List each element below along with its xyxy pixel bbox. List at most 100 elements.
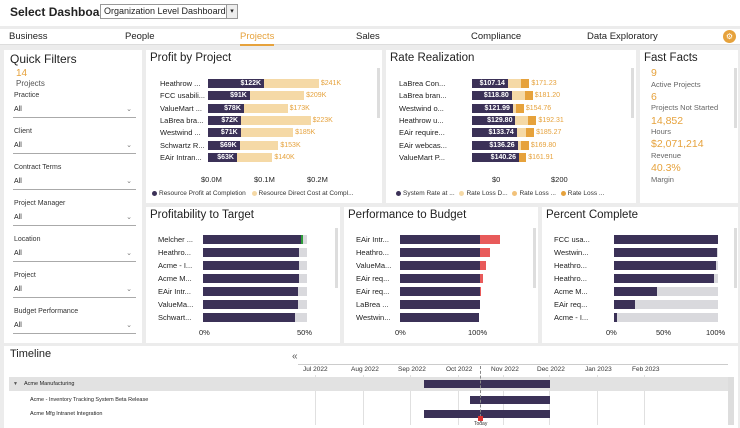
fastfacts-scrollbar[interactable]	[734, 68, 737, 128]
filter-select[interactable]: All ⌄	[13, 142, 136, 154]
cost-bar[interactable]	[208, 152, 273, 162]
legend-swatch	[396, 190, 401, 196]
tab-compliance[interactable]: Compliance	[471, 31, 522, 42]
rate-loss-bar[interactable]	[524, 91, 533, 101]
cost-bar[interactable]	[208, 115, 311, 125]
chevron-down-icon[interactable]: ⌄	[126, 178, 132, 185]
settings-icon[interactable]: ⚙	[723, 30, 736, 43]
tab-people[interactable]: People	[125, 31, 155, 42]
legend-item: Resource Direct Cost at Compl...	[258, 190, 354, 197]
budget-bar[interactable]	[400, 248, 480, 257]
overrun-bar[interactable]	[480, 261, 486, 270]
rate-loss-bar[interactable]	[526, 128, 535, 138]
complete-bar[interactable]	[614, 235, 718, 244]
expand-icon[interactable]: ▼	[13, 381, 18, 387]
rate-bar[interactable]: $129.80	[472, 115, 516, 125]
chevron-down-icon[interactable]: ⌄	[126, 250, 132, 257]
performance-scrollbar[interactable]	[533, 228, 536, 288]
filter-select[interactable]: All ⌄	[13, 322, 136, 334]
rate-bar[interactable]: $133.74	[472, 128, 517, 138]
cost-bar[interactable]	[208, 140, 279, 150]
profit-bar[interactable]	[203, 274, 299, 283]
profitability-scrollbar[interactable]	[335, 228, 338, 288]
filter-select[interactable]: All ⌄	[13, 250, 136, 262]
overrun-bar[interactable]	[480, 274, 484, 283]
chevron-down-icon[interactable]: ▾	[226, 5, 237, 18]
filter-select[interactable]: All ⌄	[13, 286, 136, 298]
complete-bar[interactable]	[614, 248, 717, 257]
rate-loss-bar[interactable]	[528, 115, 537, 125]
rate-bar[interactable]: $107.14	[472, 79, 508, 88]
tab-sales[interactable]: Sales	[356, 31, 380, 42]
rate-loss-bar[interactable]	[515, 103, 524, 113]
chevron-down-icon[interactable]: ⌄	[126, 322, 132, 329]
profit-bar[interactable]: $78K	[208, 103, 244, 113]
budget-bar[interactable]	[400, 287, 480, 296]
filter-select[interactable]: All ⌄	[13, 178, 136, 190]
axis-tick: 50%	[656, 328, 672, 337]
cost-bar[interactable]	[208, 128, 294, 138]
collapse-icon[interactable]: «	[292, 351, 298, 362]
profit-bar[interactable]	[203, 261, 299, 270]
rate-bar[interactable]: $140.26	[472, 152, 519, 162]
complete-bar[interactable]	[614, 274, 714, 283]
dashboard-select[interactable]: Organization Level Dashboards ▾	[100, 4, 238, 19]
profit-bar[interactable]	[203, 248, 299, 257]
profit-bar[interactable]: $91K	[208, 91, 250, 101]
profit-scrollbar[interactable]	[377, 68, 380, 118]
budget-bar[interactable]	[400, 235, 480, 244]
budget-bar[interactable]	[400, 261, 480, 270]
budget-bar[interactable]	[400, 274, 480, 283]
percent-scrollbar[interactable]	[734, 228, 737, 288]
tab-data-exploratory[interactable]: Data Exploratory	[587, 31, 658, 42]
profit-bar[interactable]: $71K	[208, 128, 241, 138]
timeline-bar[interactable]	[424, 380, 550, 388]
rate-bar[interactable]: $136.26	[472, 140, 518, 150]
rate-loss-bar[interactable]	[521, 79, 530, 88]
tab-projects[interactable]: Projects	[240, 31, 275, 46]
filter-label: Contract Terms	[14, 164, 62, 171]
overrun-bar[interactable]	[480, 287, 481, 296]
overrun-bar[interactable]	[480, 235, 500, 244]
profit-bar[interactable]: $72K	[208, 115, 242, 125]
chevron-down-icon[interactable]: ⌄	[126, 214, 132, 221]
chevron-down-icon[interactable]: ⌄	[126, 142, 132, 149]
chevron-down-icon[interactable]: ⌄	[126, 286, 132, 293]
complete-bar[interactable]	[614, 287, 657, 296]
rate-loss-bar[interactable]	[520, 140, 529, 150]
cost-bar[interactable]	[208, 91, 305, 101]
profit-bar[interactable]	[203, 235, 301, 244]
profit-bar[interactable]	[203, 287, 298, 296]
cost-bar[interactable]	[208, 103, 288, 113]
timeline-gridline	[315, 375, 316, 425]
chevron-down-icon[interactable]: ⌄	[126, 106, 132, 113]
rate-loss-bar[interactable]	[518, 152, 527, 162]
remaining-bar[interactable]	[614, 300, 718, 309]
rate-bar[interactable]: $118.80	[472, 91, 512, 101]
timeline-scrollbar[interactable]	[728, 377, 734, 425]
complete-bar[interactable]	[614, 300, 635, 309]
timeline-gridline	[410, 375, 411, 425]
complete-bar[interactable]	[614, 261, 716, 270]
profit-bar[interactable]	[203, 300, 298, 309]
timeline-bar[interactable]	[424, 410, 550, 418]
remaining-bar[interactable]	[614, 287, 718, 296]
profit-bar[interactable]	[203, 313, 295, 322]
budget-bar[interactable]	[400, 300, 480, 309]
filter-select[interactable]: All ⌄	[13, 106, 136, 118]
profit-bar[interactable]: $69K	[208, 140, 240, 150]
rate-scrollbar[interactable]	[631, 68, 634, 118]
filter-select[interactable]: All ⌄	[13, 214, 136, 226]
tab-business[interactable]: Business	[9, 31, 48, 42]
axis-tick: 100%	[468, 328, 488, 337]
rate-value: $107.14	[479, 80, 505, 87]
budget-bar[interactable]	[400, 313, 480, 322]
remaining-bar[interactable]	[614, 313, 718, 322]
rate-bar[interactable]: $121.99	[472, 103, 513, 113]
timeline-bar[interactable]	[470, 396, 550, 404]
profit-bar[interactable]: $63K	[208, 152, 237, 162]
complete-bar[interactable]	[614, 313, 617, 322]
rate-total: $185.27	[536, 129, 562, 137]
overrun-bar[interactable]	[480, 248, 490, 257]
profit-bar[interactable]: $122K	[208, 79, 265, 88]
